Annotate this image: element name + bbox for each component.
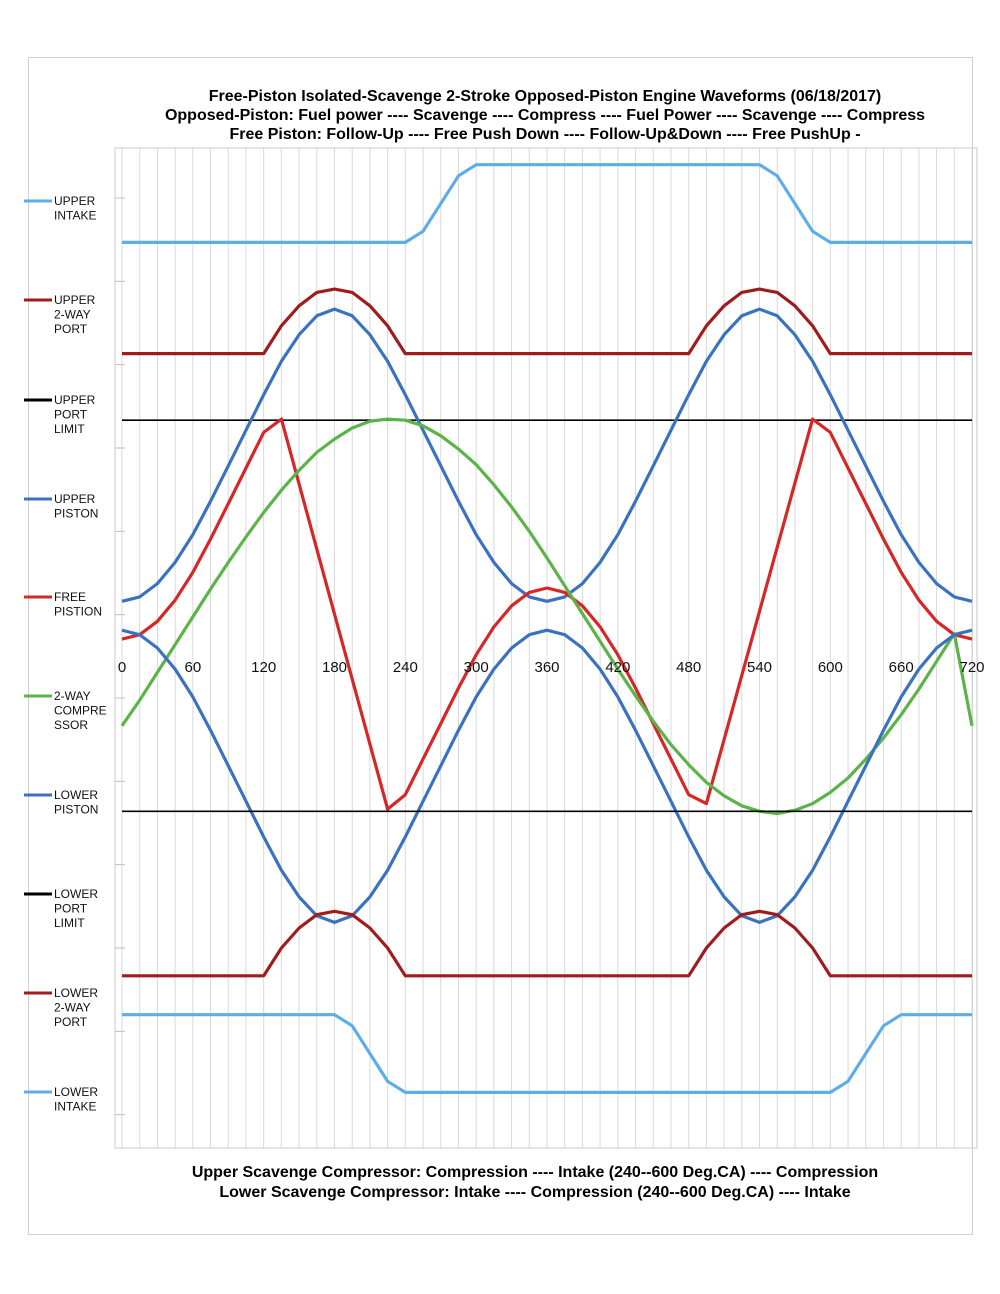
legend-label: LOWER [54,788,98,802]
x-tick-label: 360 [534,659,559,676]
x-tick-label: 60 [184,659,201,676]
legend-label: PISTON [54,507,98,521]
series-line-upper-2-way-port [122,287,972,356]
x-tick-label: 240 [393,659,418,676]
legend: UPPERINTAKEUPPER2-WAYPORTUPPERPORTLIMITU… [24,194,107,1114]
legend-label: PORT [54,902,88,916]
series-line-2-way-compre-ssor [120,417,974,816]
legend-label: INTAKE [54,1100,96,1114]
legend-label: PORT [54,1015,88,1029]
series-lines [120,163,974,1095]
x-tick-label: 120 [251,659,276,676]
legend-label: FREE [54,590,86,604]
x-tick-label: 300 [464,659,489,676]
legend-label: PISTON [54,803,98,817]
legend-label: LOWER [54,986,98,1000]
plot-area-border [114,147,978,1149]
x-tick-label: 540 [747,659,772,676]
footer-line-2: Lower Scavenge Compressor: Intake ---- C… [219,1184,851,1201]
legend-label: 2-WAY [54,689,91,703]
series-line-upper-piston [121,307,973,603]
legend-label: UPPER [54,293,96,307]
chart-title-line-1: Free-Piston Isolated-Scavenge 2-Stroke O… [208,88,882,105]
chart-title-line-3: Free Piston: Follow-Up ---- Free Push Do… [229,126,861,143]
legend-label: SSOR [54,718,88,732]
legend-label: 2-WAY [54,308,91,322]
legend-label: LOWER [54,887,98,901]
legend-label: PORT [54,322,88,336]
series-line-lower-intake [122,1013,972,1095]
legend-label: UPPER [54,194,96,208]
legend-label: LIMIT [54,916,85,930]
legend-label: LIMIT [54,422,85,436]
series-line-lower-piston [121,628,973,925]
series-line-upper-intake [122,163,972,244]
series-line-lower-2-way-port [122,909,972,978]
legend-label: UPPER [54,393,96,407]
legend-label: 2-WAY [54,1001,91,1015]
footer-line-1: Upper Scavenge Compressor: Compression -… [191,1164,879,1181]
x-tick-label: 0 [118,659,126,676]
legend-label: LOWER [54,1085,98,1099]
legend-label: UPPER [54,492,96,506]
x-tick-label: 600 [818,659,843,676]
series-line-free-pistion [121,417,973,811]
x-tick-label: 480 [676,659,701,676]
legend-label: PISTION [54,605,102,619]
x-tick-label: 420 [605,659,630,676]
legend-label: COMPRE [54,704,107,718]
grid [114,147,978,1149]
x-tick-label: 180 [322,659,347,676]
legend-label: INTAKE [54,209,96,223]
chart-title-line-2: Opposed-Piston: Fuel power ---- Scavenge… [164,107,926,124]
x-tick-labels: 0 60 120 180 240 300 360 420 480 540 600 660 720 [118,659,985,676]
x-tick-label: 720 [959,659,984,676]
legend-label: PORT [54,408,88,422]
x-tick-label: 660 [889,659,914,676]
